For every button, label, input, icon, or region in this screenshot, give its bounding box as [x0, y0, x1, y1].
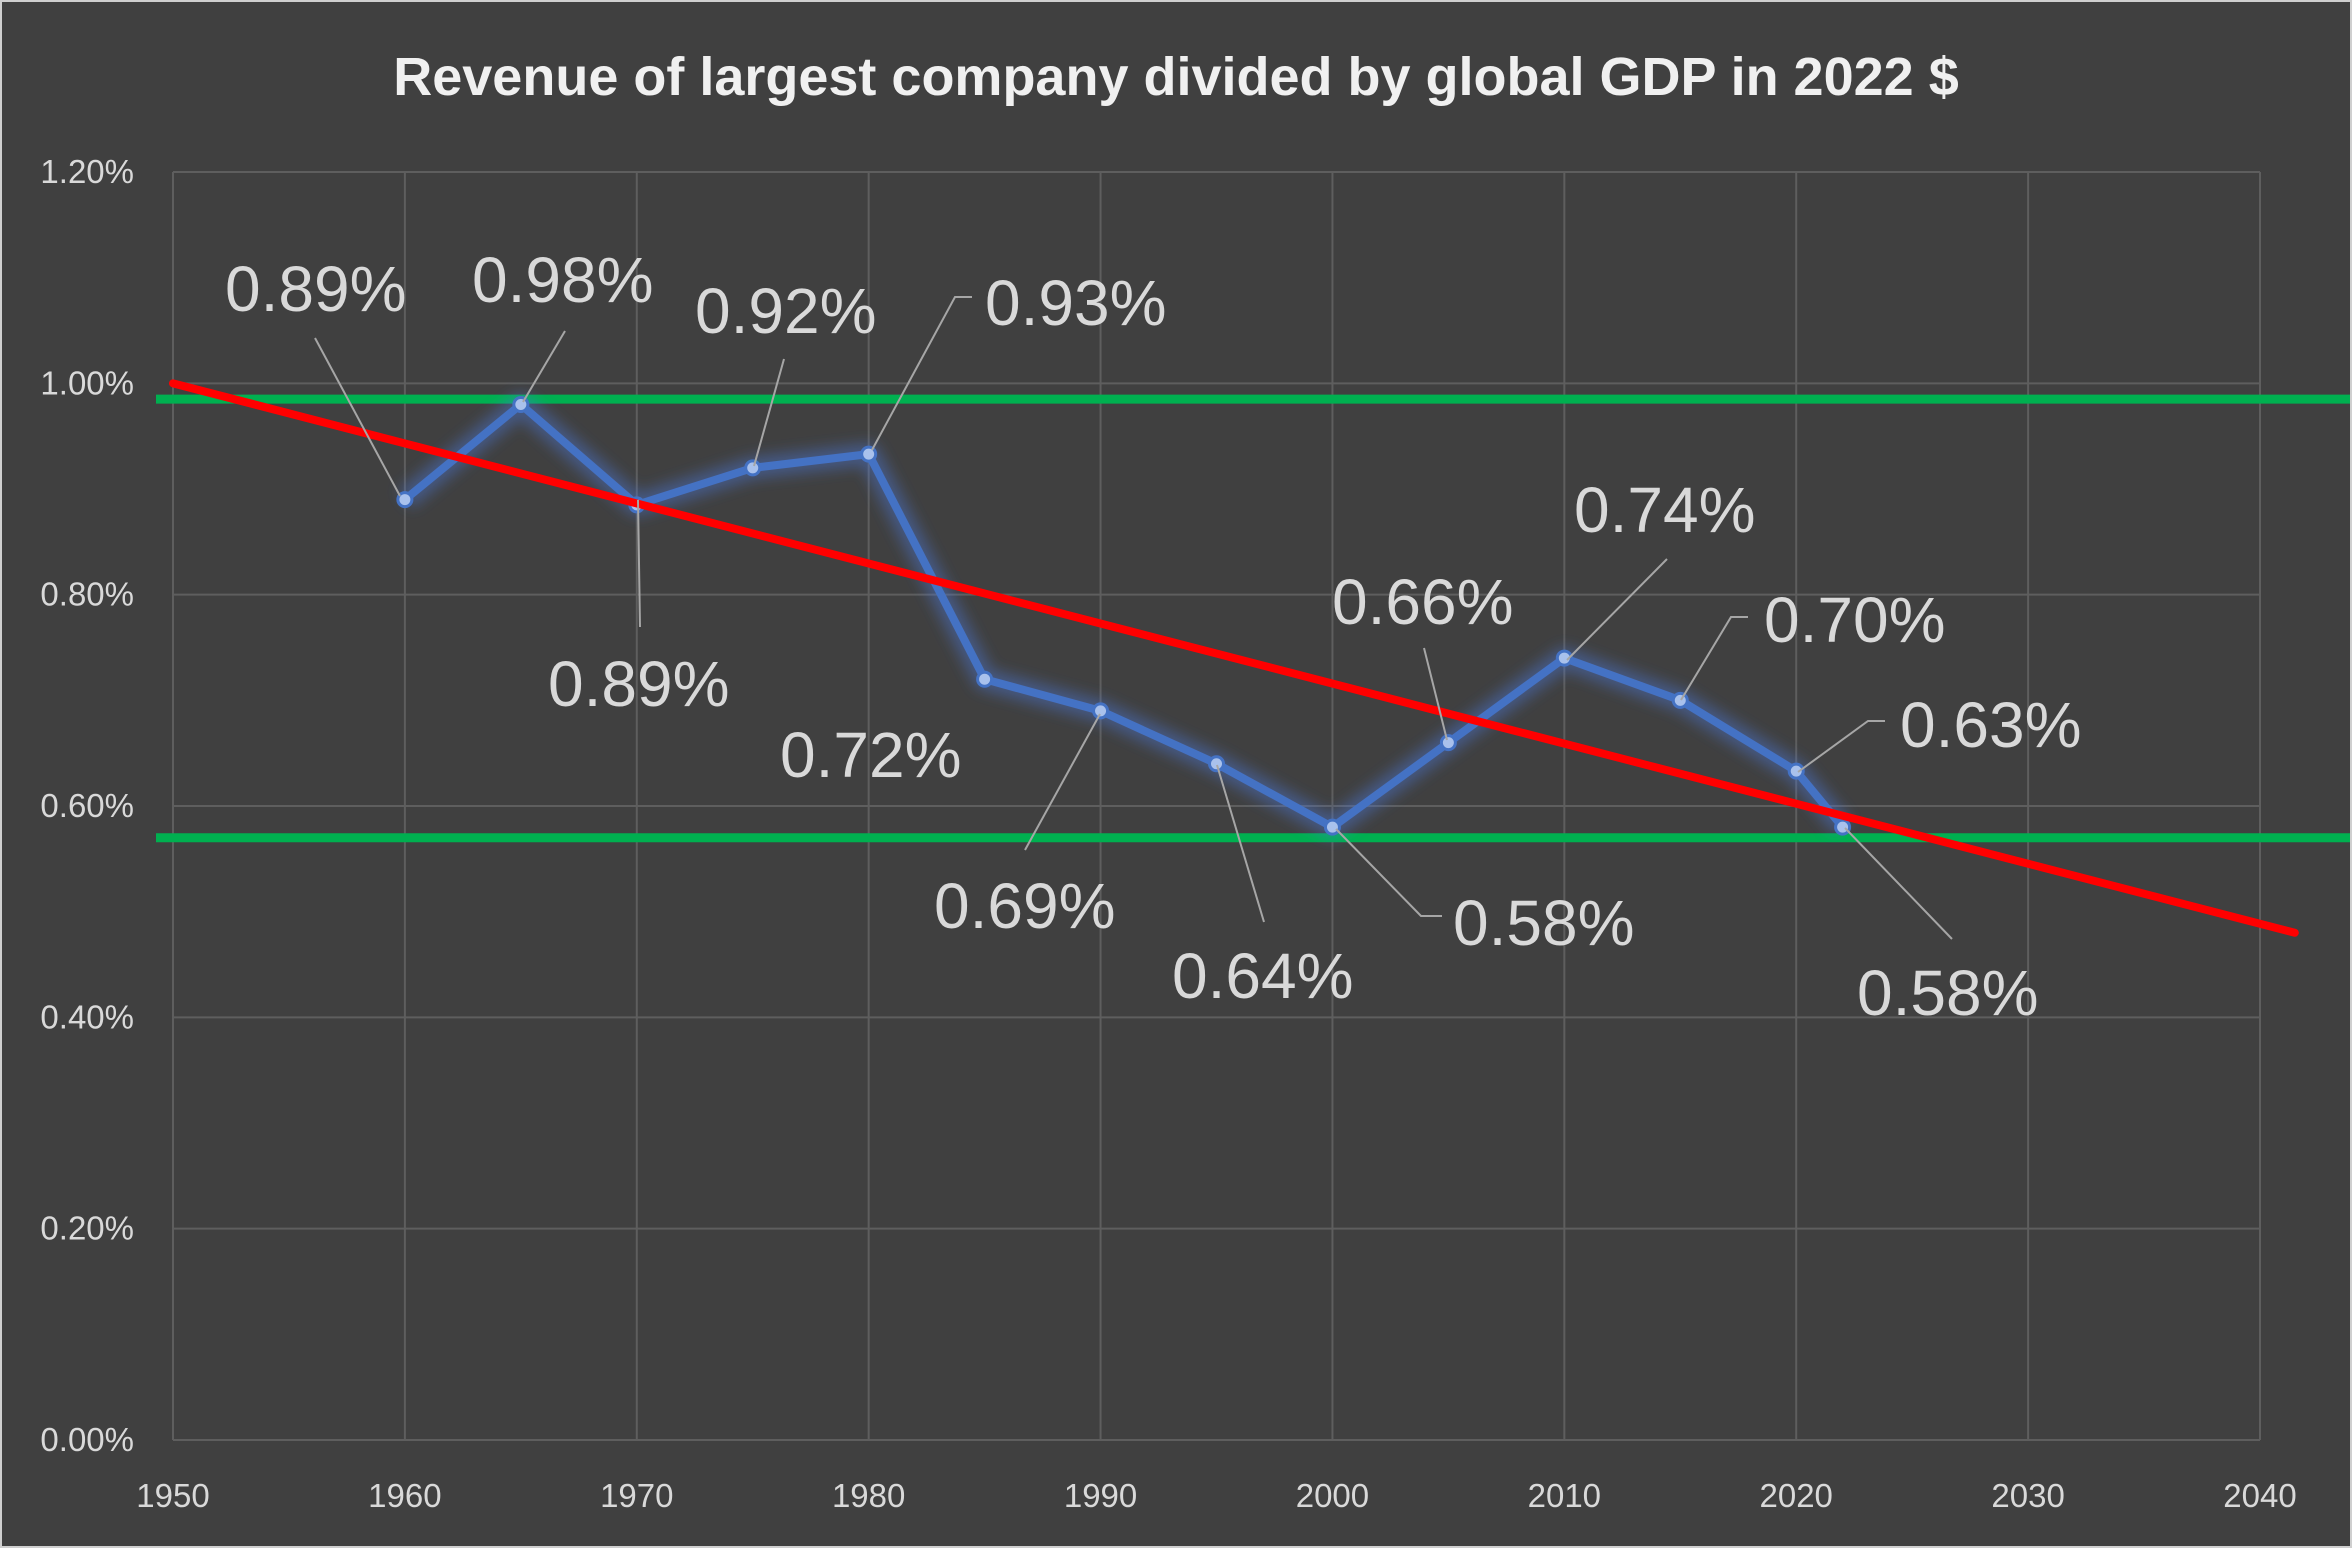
label-leader-line [1423, 647, 1448, 741]
y-tick-label: 0.60% [40, 787, 134, 824]
data-label: 0.98% [472, 244, 653, 316]
data-label: 0.58% [1453, 887, 1634, 959]
x-tick-label: 1950 [136, 1477, 209, 1514]
y-tick-label: 1.00% [40, 364, 134, 401]
data-point [1439, 734, 1457, 752]
label-leader-line [1335, 828, 1442, 917]
x-tick-label: 2030 [1991, 1477, 2064, 1514]
data-label: 0.63% [1900, 689, 2081, 761]
data-label: 0.58% [1857, 957, 2038, 1029]
label-leader-line [1216, 764, 1265, 923]
label-leader-line [871, 296, 972, 451]
x-tick-label: 2040 [2223, 1477, 2296, 1514]
data-point [976, 670, 994, 688]
data-point [512, 395, 530, 413]
label-leader-line [637, 499, 641, 628]
data-label: 0.89% [548, 648, 729, 720]
y-tick-label: 0.20% [40, 1210, 134, 1247]
data-label: 0.64% [1172, 940, 1353, 1012]
series-line [402, 400, 1846, 832]
x-axis-tick-labels: 1950 1960 1970 1980 1990 2000 2010 2020 2030 2040 [136, 1477, 2296, 1514]
data-point [1834, 818, 1852, 836]
y-tick-label: 0.00% [40, 1421, 134, 1458]
data-label: 0.69% [934, 870, 1115, 942]
data-label: 0.66% [1332, 566, 1513, 638]
chart-title: Revenue of largest company divided by gl… [393, 47, 1958, 107]
label-leader-line [314, 337, 401, 497]
data-label: 0.74% [1574, 474, 1755, 546]
data-point [396, 491, 414, 509]
trendline [169, 379, 2299, 937]
data-point [1671, 691, 1689, 709]
data-point [1323, 818, 1341, 836]
label-leader-line [1566, 558, 1668, 661]
y-tick-label: 0.80% [40, 576, 134, 613]
x-tick-label: 1970 [600, 1477, 673, 1514]
y-axis-tick-labels: 0.00% 0.20% 0.40% 0.60% 0.80% 1.00% 1.20% [40, 153, 134, 1458]
label-leader-line [522, 330, 566, 403]
data-point [1555, 649, 1573, 667]
data-point [860, 445, 878, 463]
y-tick-label: 1.20% [40, 153, 134, 190]
data-label: 0.89% [225, 253, 406, 325]
x-tick-label: 2010 [1528, 1477, 1601, 1514]
label-leader-line [1024, 713, 1101, 851]
data-series [396, 393, 1852, 839]
y-tick-label: 0.40% [40, 998, 134, 1035]
x-tick-label: 1960 [368, 1477, 441, 1514]
x-tick-label: 1990 [1064, 1477, 1137, 1514]
data-point [1208, 755, 1225, 773]
label-leader-line [753, 358, 785, 467]
data-label: 0.72% [780, 719, 961, 791]
data-point [1787, 762, 1805, 780]
data-label: 0.93% [985, 267, 1166, 339]
data-point [1092, 702, 1110, 720]
label-leader-line [1797, 720, 1885, 773]
x-tick-label: 2000 [1296, 1477, 1369, 1514]
data-labels: 0.89% 0.98% 0.89% 0.92% 0.93% 0.72% 0.69% 0.64%… [225, 244, 2081, 1029]
gridlines [172, 171, 2261, 1441]
data-label: 0.70% [1764, 584, 1945, 656]
x-tick-label: 2020 [1760, 1477, 1833, 1514]
data-point [744, 459, 762, 477]
label-leader-line [1680, 616, 1748, 701]
x-tick-label: 1980 [832, 1477, 905, 1514]
trendline-layer [169, 379, 2299, 937]
data-label: 0.92% [695, 275, 876, 347]
label-leader-line [1844, 827, 1953, 940]
